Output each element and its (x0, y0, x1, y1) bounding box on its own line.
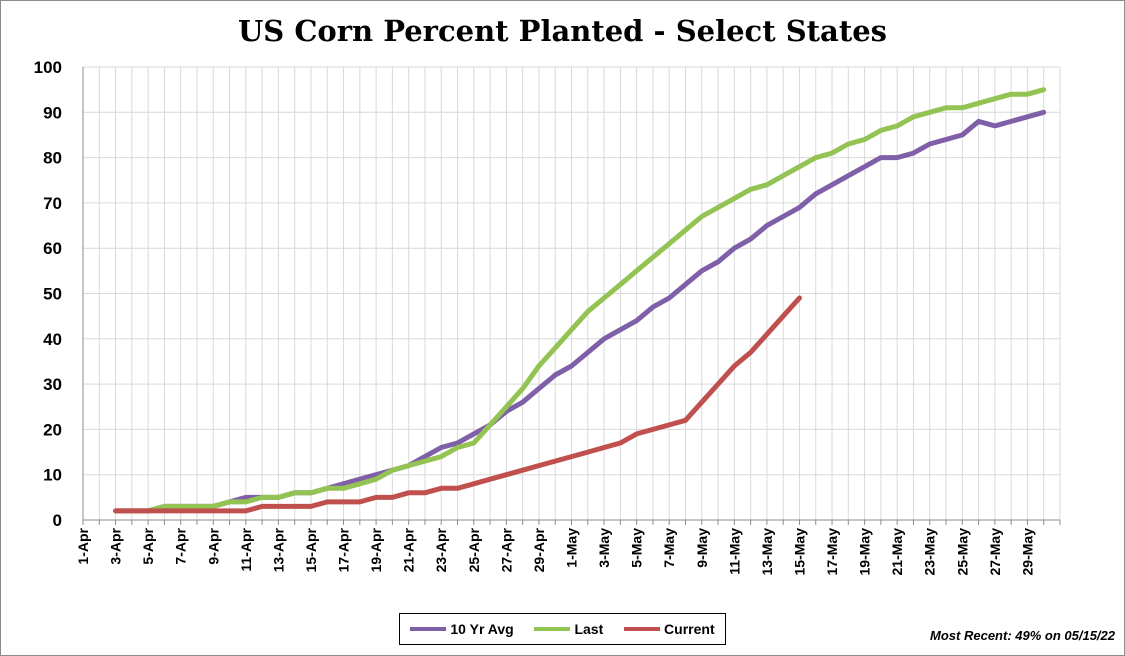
x-tick-label: 27-Apr (498, 527, 514, 572)
y-tick-label: 50 (43, 285, 62, 304)
legend-swatch-10-yr-avg (410, 627, 447, 631)
y-tick-labels: 0 10 20 30 40 50 60 70 80 90 100 (34, 58, 62, 530)
y-tick-label: 0 (53, 511, 62, 530)
x-tick-label: 5-Apr (140, 527, 156, 564)
x-tick-label: 27-May (987, 528, 1003, 576)
x-tick-label: 29-Apr (531, 527, 547, 572)
y-tick-label: 20 (43, 420, 62, 439)
x-tick-label: 15-Apr (303, 527, 319, 572)
x-tick-label: 21-Apr (401, 527, 417, 572)
y-tick-label: 80 (43, 149, 62, 168)
legend-label-10-yr-avg: 10 Yr Avg (450, 621, 514, 637)
y-tick-label: 40 (43, 330, 62, 349)
legend-item-current: Current (624, 621, 715, 637)
x-tick-label: 29-May (1019, 528, 1035, 576)
legend-item-10-yr-avg: 10 Yr Avg (410, 621, 514, 637)
x-tick-label: 1-May (564, 528, 580, 568)
x-tick-label: 21-May (889, 528, 905, 576)
series-lines (113, 87, 1047, 514)
y-tick-label: 70 (43, 194, 62, 213)
x-tick-label: 13-May (759, 528, 775, 576)
x-tick-label: 3-May (596, 528, 612, 568)
x-tick-label: 23-May (922, 528, 938, 576)
x-tick-label: 5-May (629, 528, 645, 568)
y-tick-label: 100 (34, 58, 62, 77)
x-tick-label: 25-Apr (466, 527, 482, 572)
x-tick-label: 15-May (791, 528, 807, 576)
y-tick-label: 90 (43, 103, 62, 122)
chart-title: US Corn Percent Planted - Select States (237, 14, 888, 48)
legend-swatch-current (624, 627, 661, 631)
legend-label-last: Last (574, 621, 604, 637)
series-line-last (113, 87, 1047, 514)
x-tick-label: 17-Apr (336, 527, 352, 572)
x-tick-label: 9-May (694, 528, 710, 568)
x-tick-label: 1-Apr (75, 527, 91, 564)
x-tick-label: 3-Apr (108, 527, 124, 564)
x-tick-label: 17-May (824, 528, 840, 576)
x-tick-label: 23-Apr (433, 527, 449, 572)
legend-label-current: Current (664, 621, 715, 637)
most-recent-annotation: Most Recent: 49% on 05/15/22 (930, 628, 1115, 643)
x-tick-labels: 1-Apr 3-Apr 5-Apr 7-Apr 9-Apr 11-Apr 13-Apr 15-… (75, 527, 1035, 575)
x-tick-label: 7-May (661, 528, 677, 568)
x-tick-label: 9-Apr (205, 527, 221, 564)
legend-item-last: Last (534, 621, 603, 637)
legend: 10 Yr Avg Last Current (399, 613, 726, 645)
y-tick-label: 30 (43, 375, 62, 394)
series-line-current (113, 295, 802, 514)
y-tick-label: 60 (43, 239, 62, 258)
x-tick-label: 11-May (726, 528, 742, 575)
x-tick-label: 19-May (857, 528, 873, 576)
legend-swatch-last (534, 627, 571, 631)
axes (82, 67, 1061, 525)
x-tick-label: 11-Apr (238, 527, 254, 571)
x-tick-label: 19-Apr (368, 527, 384, 572)
series-line-10-yr-avg (113, 109, 1047, 514)
grid-lines (82, 66, 1061, 521)
x-tick-label: 7-Apr (173, 527, 189, 564)
x-tick-label: 13-Apr (270, 527, 286, 572)
y-tick-label: 10 (43, 466, 62, 485)
x-tick-label: 25-May (954, 528, 970, 576)
